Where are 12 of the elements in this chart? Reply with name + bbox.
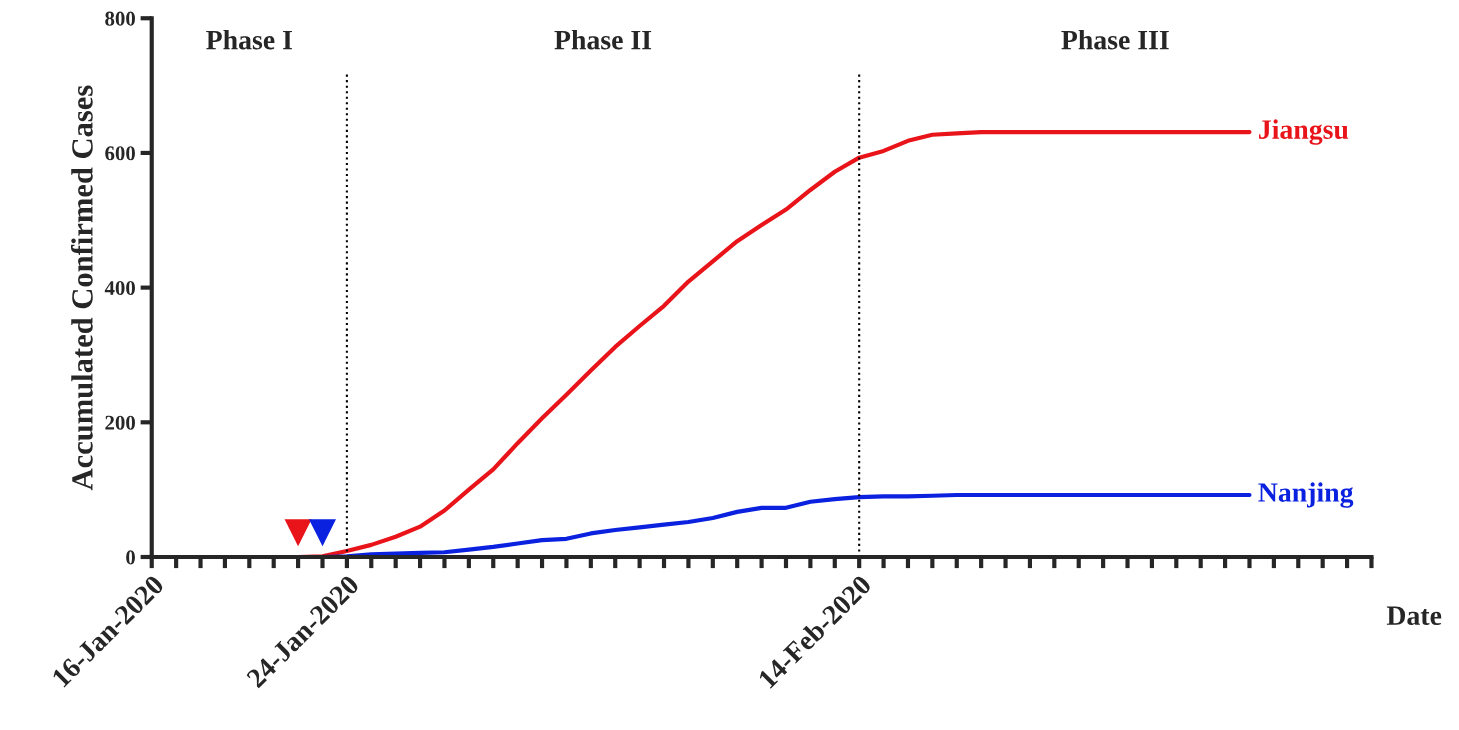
x-axis-title: Date	[1386, 606, 1442, 626]
y-tick-label: 400	[104, 280, 135, 296]
annotation: Phase II	[554, 29, 652, 50]
y-tick-label: 800	[105, 11, 135, 26]
series-label: Nanjing	[1258, 482, 1354, 508]
y-tick-label: 0	[126, 550, 135, 565]
y-tick-label: 600	[105, 146, 135, 161]
annotation: Phase I	[206, 29, 292, 50]
annotation: Phase III	[1061, 29, 1169, 50]
y-tick-label: 200	[105, 415, 135, 430]
y-axis-title: Accumulated Confirmed Cases	[70, 85, 93, 491]
series-label: Jiangsu	[1259, 119, 1349, 145]
